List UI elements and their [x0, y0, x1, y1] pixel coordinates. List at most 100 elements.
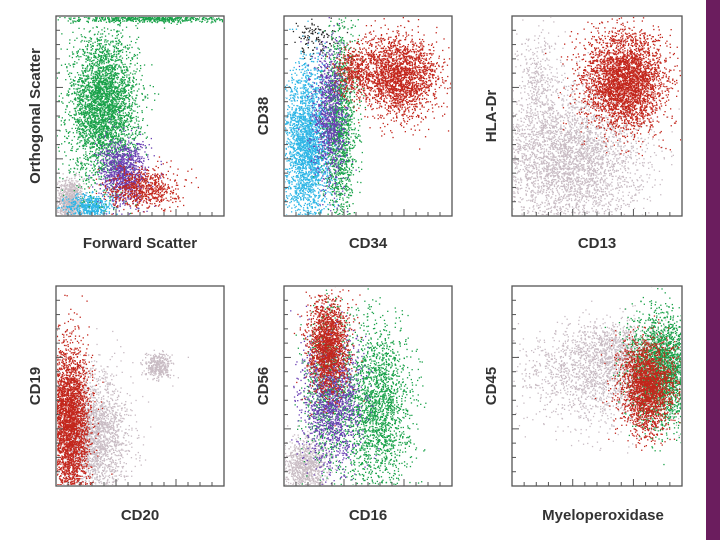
- data-point: [59, 252, 60, 253]
- data-point: [87, 210, 89, 212]
- data-point: [99, 107, 102, 109]
- data-point: [143, 87, 145, 89]
- data-point: [70, 202, 72, 204]
- data-point: [64, 184, 66, 187]
- data-point: [69, 181, 71, 183]
- data-point: [81, 140, 83, 142]
- data-point: [75, 162, 77, 164]
- data-point: [99, 55, 101, 57]
- data-point: [68, 171, 70, 173]
- data-point: [88, 200, 91, 202]
- data-point: [91, 69, 93, 71]
- data-point: [75, 208, 77, 210]
- data-point: [42, 196, 43, 197]
- data-point: [128, 107, 131, 109]
- data-point: [101, 141, 103, 143]
- data-point: [77, 212, 79, 214]
- data-point: [77, 192, 79, 194]
- data-point: [129, 72, 132, 74]
- data-point: [87, 122, 89, 124]
- data-point: [93, 121, 95, 124]
- data-point: [122, 137, 124, 140]
- data-point: [111, 147, 113, 149]
- data-point: [94, 168, 96, 170]
- data-point: [192, 17, 194, 19]
- data-point: [96, 125, 98, 127]
- data-point: [75, 217, 76, 218]
- data-point: [86, 89, 88, 91]
- data-point: [67, 198, 69, 200]
- data-point: [135, 144, 137, 146]
- data-point: [115, 18, 118, 20]
- data-point: [93, 56, 95, 58]
- data-point: [106, 137, 108, 139]
- data-point: [124, 86, 126, 88]
- data-point: [116, 57, 118, 59]
- data-point: [103, 209, 105, 211]
- data-point: [69, 42, 71, 44]
- data-point: [135, 25, 137, 27]
- data-point: [83, 122, 86, 124]
- data-point: [85, 200, 87, 202]
- data-point: [86, 111, 88, 114]
- data-point: [79, 132, 82, 134]
- data-point: [84, 103, 87, 105]
- data-point: [126, 44, 129, 46]
- data-point: [132, 79, 134, 81]
- data-point: [114, 152, 116, 154]
- data-point: [100, 67, 102, 69]
- data-point: [102, 100, 104, 102]
- data-point: [64, 194, 67, 196]
- data-point: [61, 189, 63, 191]
- data-point: [70, 193, 72, 195]
- data-point: [93, 34, 96, 36]
- data-point: [69, 115, 71, 117]
- data-point: [136, 134, 139, 137]
- data-point: [100, 110, 103, 112]
- data-point: [138, 131, 140, 133]
- data-point: [64, 123, 66, 125]
- data-point: [95, 78, 97, 80]
- data-point: [110, 127, 113, 129]
- data-point: [94, 117, 96, 119]
- data-point: [107, 143, 109, 145]
- data-point: [71, 188, 73, 191]
- data-point: [91, 103, 93, 105]
- data-point: [136, 27, 139, 29]
- data-point: [91, 94, 93, 96]
- data-point: [83, 92, 86, 94]
- data-point: [71, 186, 73, 188]
- data-point: [72, 199, 75, 201]
- data-point: [92, 73, 95, 75]
- data-point: [97, 206, 99, 208]
- data-point: [63, 202, 65, 204]
- data-point: [107, 169, 109, 171]
- data-point: [134, 17, 136, 19]
- data-point: [108, 149, 110, 151]
- data-point: [77, 55, 79, 57]
- data-point: [90, 87, 93, 89]
- data-point: [99, 132, 101, 134]
- data-point: [85, 61, 87, 63]
- data-point: [108, 204, 110, 206]
- data-point: [91, 203, 94, 205]
- data-point: [138, 105, 141, 107]
- data-point: [80, 74, 82, 76]
- data-point: [106, 134, 108, 136]
- data-point: [59, 224, 60, 225]
- data-point: [71, 219, 72, 220]
- data-point: [129, 155, 131, 157]
- data-point: [117, 95, 119, 97]
- data-point: [92, 27, 94, 29]
- data-point: [89, 122, 91, 124]
- data-point: [121, 17, 123, 19]
- data-point: [69, 214, 71, 215]
- data-point: [114, 108, 116, 110]
- data-point: [88, 214, 90, 215]
- data-point: [112, 125, 114, 127]
- data-point: [54, 214, 55, 215]
- data-point: [87, 159, 89, 162]
- data-point: [124, 17, 127, 19]
- data-point: [116, 63, 118, 66]
- data-point: [53, 188, 54, 189]
